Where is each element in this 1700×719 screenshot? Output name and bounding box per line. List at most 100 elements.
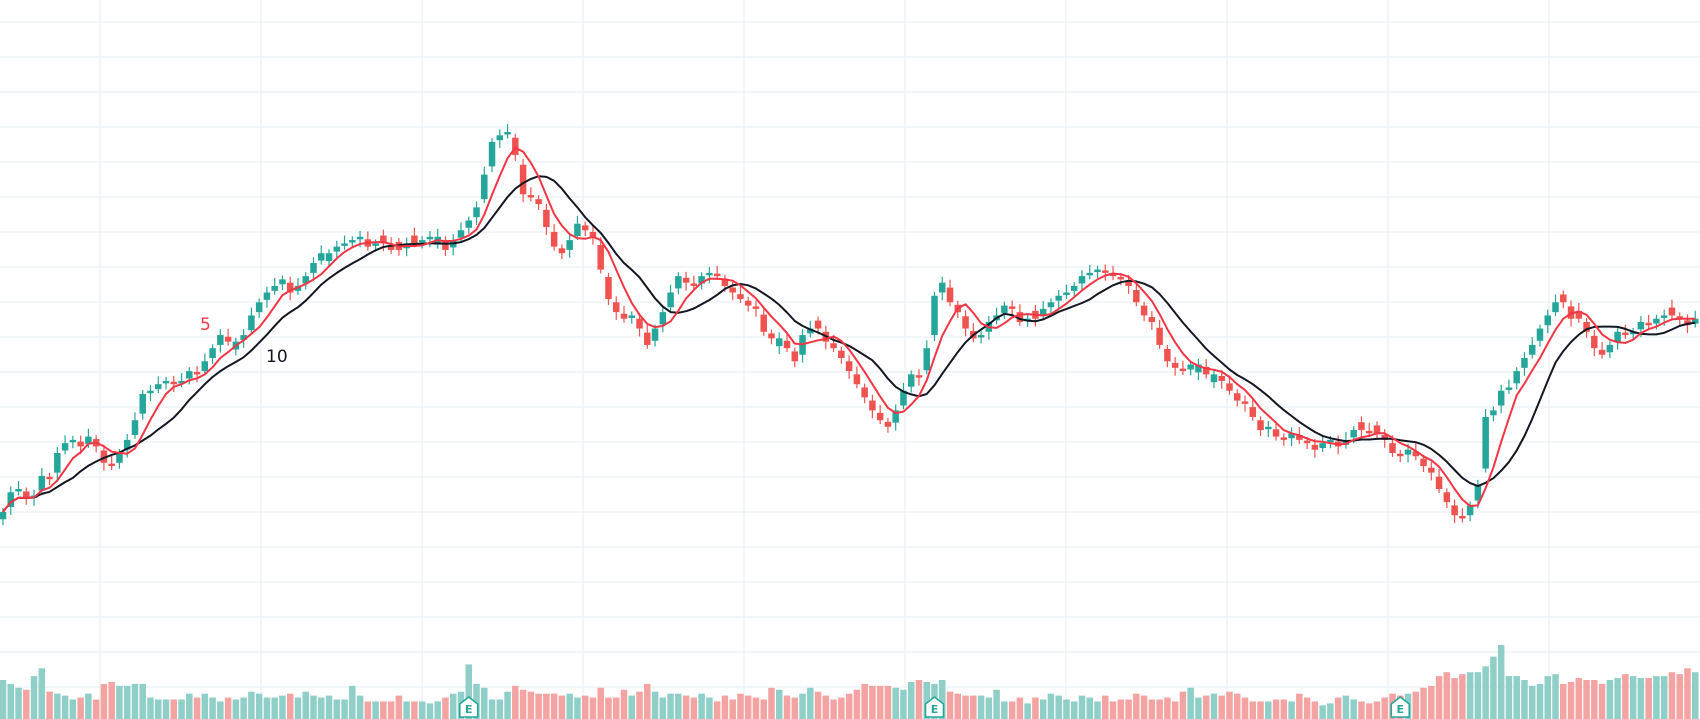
volume-bar [543, 693, 550, 719]
candle-body [325, 253, 333, 262]
candle-body [1327, 439, 1334, 443]
volume-bar [349, 685, 356, 719]
volume-bar [861, 683, 868, 719]
candle-body [900, 390, 907, 406]
candle-body [0, 511, 7, 520]
candle-body [814, 320, 822, 329]
candle-body [667, 292, 674, 308]
volume-bar [1226, 691, 1233, 719]
volume-bar [1140, 695, 1148, 719]
candle-body [845, 361, 853, 372]
candle-body [1552, 302, 1559, 313]
volume-bar [465, 664, 473, 719]
candle-body [923, 348, 930, 371]
candle-body [1008, 306, 1016, 309]
candle-body [1676, 316, 1683, 319]
candle-body [1606, 344, 1614, 353]
volume-bar [962, 695, 969, 719]
candle-body [519, 164, 527, 195]
candle-body [651, 328, 659, 341]
volume-bar [170, 699, 178, 719]
candle-body [1133, 290, 1140, 303]
volume-bar [418, 701, 426, 719]
volume-bar [605, 697, 612, 719]
candle-body [1490, 410, 1497, 416]
volume-bar [1622, 674, 1629, 719]
volume-bar [372, 701, 379, 719]
volume-bar [729, 699, 736, 719]
candle-body [1148, 317, 1156, 322]
volume-bar [426, 703, 434, 719]
candle-body [698, 276, 705, 284]
candle-body [783, 340, 791, 349]
candle-body [884, 421, 892, 427]
volume-bar [1552, 674, 1559, 719]
candle-body [907, 374, 915, 387]
volume-bar [123, 685, 131, 719]
volume-bar [946, 691, 954, 719]
candle-body [1466, 505, 1474, 516]
volume-bar [411, 701, 418, 719]
volume-bar [1521, 680, 1528, 719]
volume-bar [737, 693, 744, 719]
volume-bar [1350, 699, 1357, 719]
volume-bar [581, 695, 589, 719]
candle-body [286, 282, 294, 293]
candle-body [566, 240, 573, 250]
candle-body [496, 135, 504, 141]
candle-body [1505, 387, 1513, 390]
volume-bar [1528, 685, 1536, 719]
candle-body [1544, 315, 1551, 326]
volume-bar [240, 697, 247, 719]
volume-bar [1443, 672, 1451, 719]
volume-bar [1257, 701, 1264, 719]
candle-body [209, 348, 216, 358]
volume-bar [1125, 699, 1132, 719]
moving-average-labels: 5 10 [200, 315, 288, 367]
volume-bar [1280, 699, 1288, 719]
volume-bar [651, 691, 659, 719]
candle-body [186, 371, 193, 379]
volume-bar [1001, 701, 1008, 719]
candle-body [147, 390, 154, 394]
candle-body [1583, 321, 1590, 332]
candle-body [807, 328, 814, 334]
candle-body [675, 276, 682, 289]
volume-bar [791, 697, 799, 719]
volume-bar [853, 689, 861, 719]
candle-body [1117, 276, 1125, 280]
volume-bar [830, 699, 837, 719]
candle-body [279, 279, 286, 285]
volume-bar [1637, 678, 1645, 719]
volume-bar [294, 697, 302, 719]
volume-bar [1024, 703, 1031, 719]
volume-bar [380, 701, 387, 719]
candle-body [100, 450, 108, 463]
volume-bar [519, 689, 527, 719]
volume-bar [279, 695, 286, 719]
volume-bar [1653, 676, 1660, 719]
candle-body [1459, 516, 1466, 519]
volume-bar [869, 685, 876, 719]
candle-body [46, 476, 53, 480]
volume-bar [527, 691, 535, 719]
volume-bar [1210, 693, 1218, 719]
candle-body [768, 333, 775, 339]
candle-body [139, 394, 146, 414]
volume-bar [155, 699, 162, 719]
candle-body [1109, 273, 1117, 277]
candle-body [1598, 349, 1606, 355]
volume-bar [100, 683, 108, 719]
volume-bar [54, 693, 61, 719]
volume-bar [341, 699, 348, 719]
candle-body [876, 412, 884, 421]
candle-body [1164, 348, 1171, 362]
candle-body [155, 384, 162, 390]
volume-bar [690, 697, 698, 719]
volume-bar [1086, 697, 1094, 719]
volume-bar [923, 681, 930, 719]
candle-body [1063, 292, 1070, 295]
volume-bar [85, 693, 92, 719]
volume-bar [1676, 674, 1683, 719]
volume-bar [1296, 693, 1303, 719]
